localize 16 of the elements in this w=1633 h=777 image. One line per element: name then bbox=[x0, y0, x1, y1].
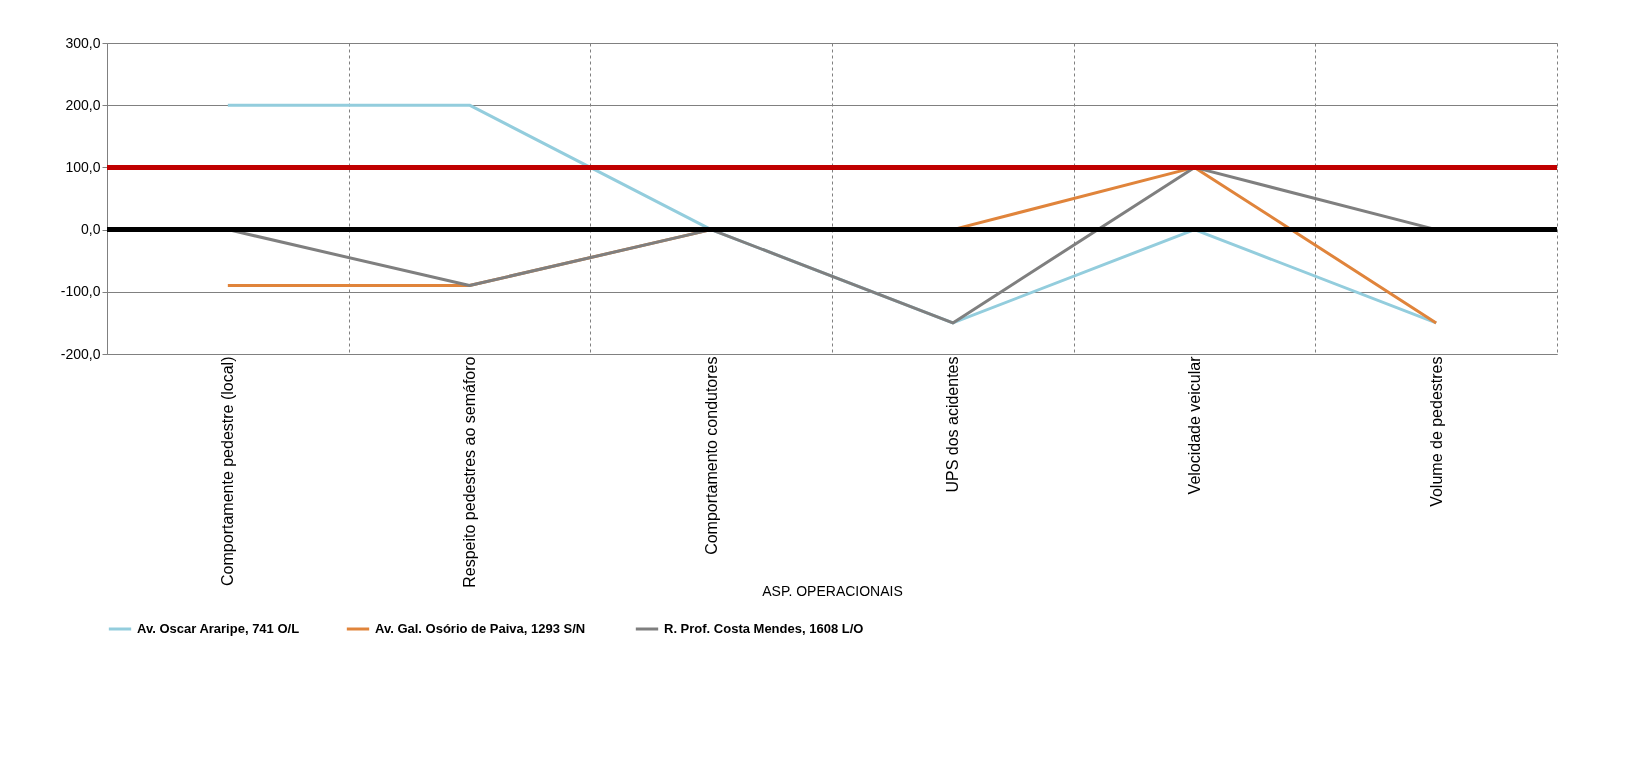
x-tick-label: Volume de pedestres bbox=[1427, 356, 1445, 507]
y-tick-label: 300,0 bbox=[65, 34, 101, 51]
legend-label: Av. Gal. Osório de Paiva, 1293 S/N bbox=[375, 621, 586, 636]
x-axis-title: ASP. OPERACIONAIS bbox=[762, 582, 903, 599]
x-tick-label: Comportamente pedestre (local) bbox=[219, 356, 237, 586]
y-tick-label: -200,0 bbox=[60, 345, 101, 362]
x-tick-label: Respeito pedestres ao semáforo bbox=[461, 356, 478, 588]
legend-label: R. Prof. Costa Mendes, 1608 L/O bbox=[664, 621, 864, 636]
y-tick-label: 100,0 bbox=[65, 158, 101, 175]
y-tick-label: 200,0 bbox=[65, 96, 101, 113]
y-tick-label: 0,0 bbox=[81, 221, 101, 238]
x-tick-label: Comportamento condutores bbox=[702, 356, 720, 555]
x-tick-label: UPS dos acidentes bbox=[944, 356, 962, 493]
x-tick-label: Velocidade veicular bbox=[1186, 355, 1203, 495]
y-tick-label: -100,0 bbox=[60, 283, 101, 300]
legend-label: Av. Oscar Araripe, 741 O/L bbox=[137, 621, 300, 636]
